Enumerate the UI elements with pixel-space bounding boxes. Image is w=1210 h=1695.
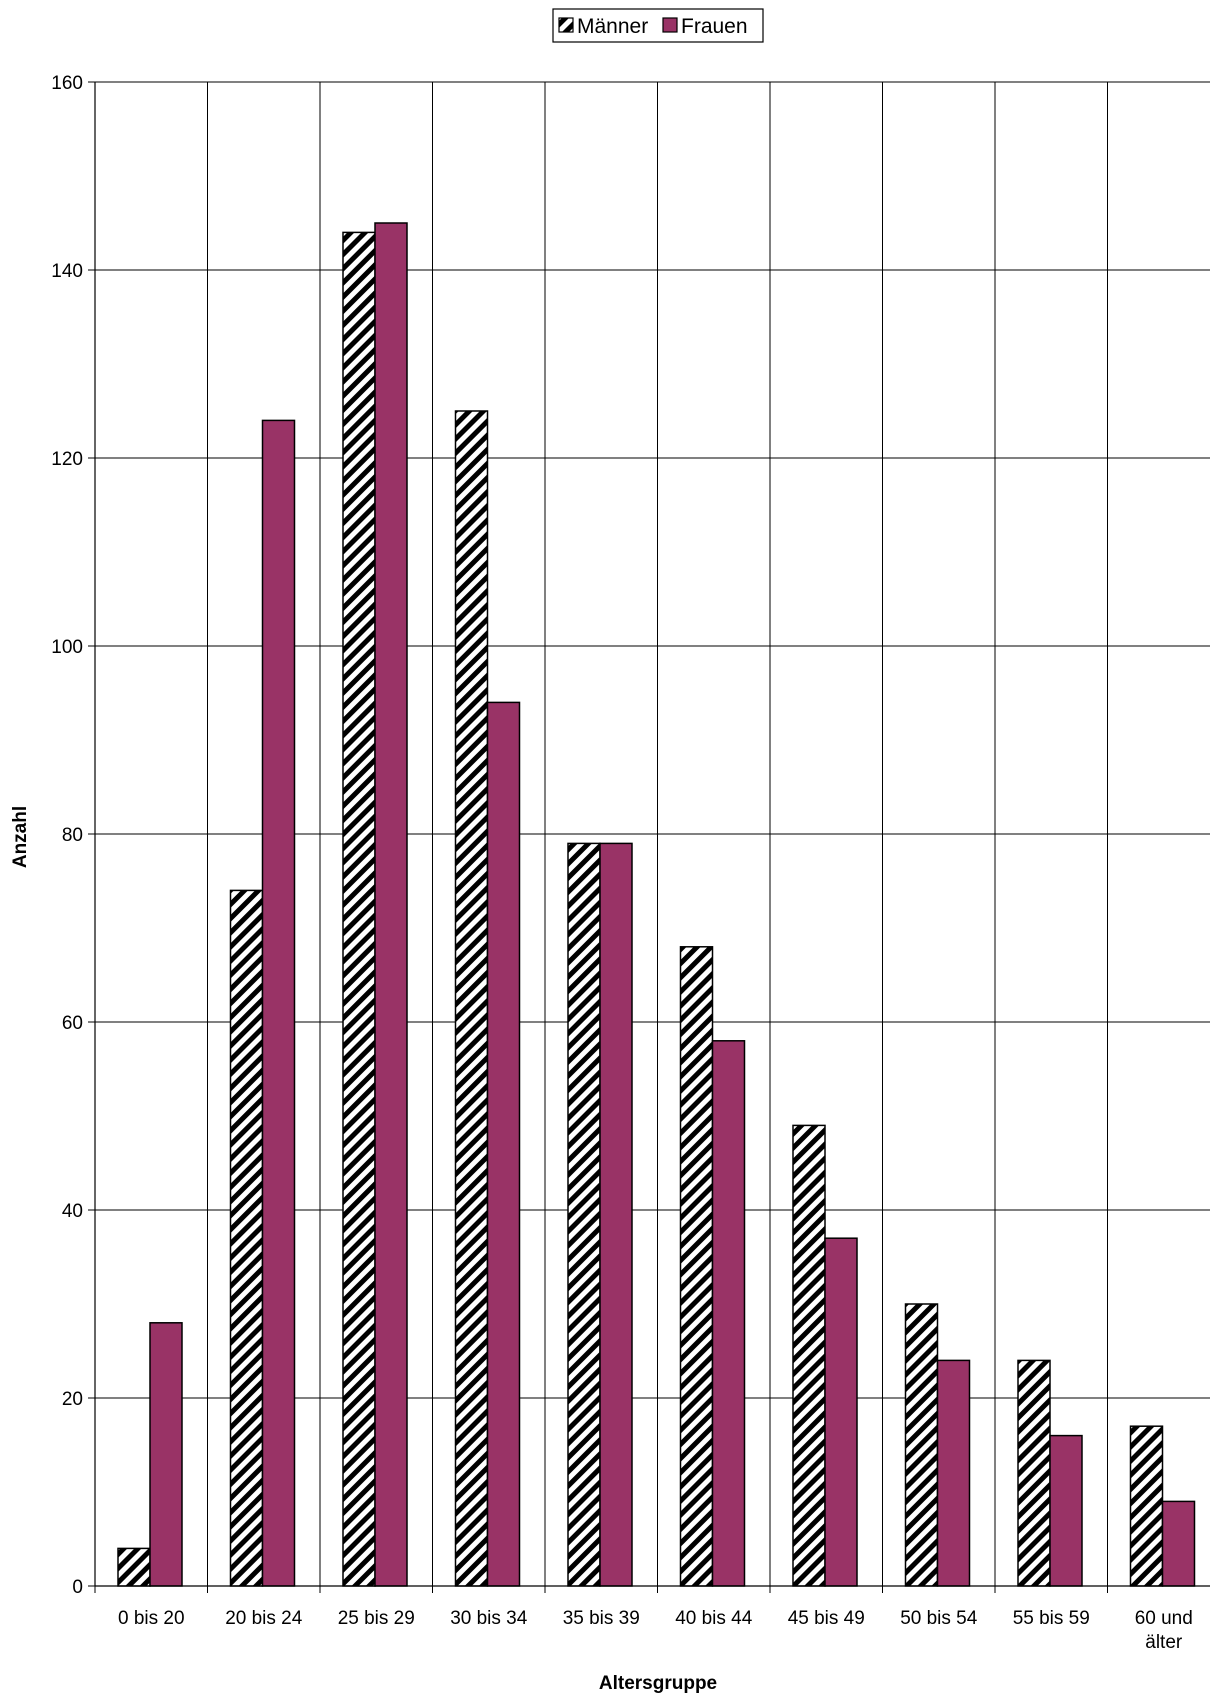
x-tick-label: 20 bis 24 (225, 1608, 303, 1629)
bar-frauen (936, 1359, 971, 1587)
y-tick-label: 40 (62, 1201, 83, 1222)
bar-frauen (261, 419, 296, 1587)
y-tick-label: 20 (62, 1389, 83, 1410)
legend-swatch-frauen (662, 17, 678, 33)
x-tick-label: 0 bis 20 (118, 1608, 185, 1629)
x-tick-label: 60 und älter (1135, 1608, 1193, 1653)
bar-maenner (454, 410, 489, 1587)
bar-frauen (599, 842, 633, 1587)
y-tick-label: 60 (62, 1013, 83, 1034)
bar-maenner (342, 231, 376, 1587)
legend-swatch-maenner (558, 17, 574, 33)
legend-label-frauen: Frauen (681, 15, 748, 38)
x-tick-label-line: 25 bis 29 (338, 1608, 415, 1629)
y-tick-label: 120 (51, 449, 83, 470)
x-tick-label: 35 bis 39 (563, 1608, 640, 1629)
x-tick-label: 40 bis 44 (675, 1608, 753, 1629)
bar-maenner (904, 1303, 939, 1587)
bar-maenner (792, 1124, 826, 1587)
bar-maenner (1129, 1425, 1164, 1587)
bar-frauen (486, 701, 521, 1587)
tick-labels: 0 20 40 60 80 100 120 140 160 0 bis 20 20 bis 24 25… (51, 73, 1193, 1653)
bar-frauen (711, 1040, 746, 1587)
bar-maenner (679, 946, 714, 1587)
legend-box (552, 8, 764, 43)
x-tick-label-line: älter (1145, 1632, 1183, 1653)
x-tick-label-line: 35 bis 39 (563, 1608, 640, 1629)
bar-maenner (1017, 1359, 1051, 1587)
y-tick-label: 140 (51, 261, 83, 282)
x-tick-label: 50 bis 54 (900, 1608, 978, 1629)
x-tick-label: 45 bis 49 (788, 1608, 865, 1629)
y-axis-title: Anzahl (10, 806, 31, 868)
x-tick-label-line: 60 und (1135, 1608, 1193, 1629)
x-tick-label-line: 30 bis 34 (450, 1608, 528, 1629)
axes (88, 81, 1210, 1593)
legend: Männer Frauen (552, 8, 764, 43)
y-tick-label: 80 (62, 825, 83, 846)
x-tick-label: 55 bis 59 (1013, 1608, 1090, 1629)
y-tick-label: 160 (51, 73, 83, 94)
y-tick-label: 100 (51, 637, 83, 658)
x-tick-label: 25 bis 29 (338, 1608, 415, 1629)
y-tick-label: 0 (72, 1577, 83, 1598)
x-tick-label-line: 50 bis 54 (900, 1608, 978, 1629)
x-axis-title: Altersgruppe (599, 1673, 717, 1694)
x-tick-label-line: 45 bis 49 (788, 1608, 865, 1629)
bar-frauen (149, 1322, 183, 1587)
bar-frauen (824, 1237, 858, 1587)
bar-maenner (117, 1547, 151, 1587)
bars (117, 222, 1196, 1587)
x-tick-label-line: 0 bis 20 (118, 1608, 185, 1629)
x-tick-label-line: 40 bis 44 (675, 1608, 753, 1629)
x-tick-label-line: 20 bis 24 (225, 1608, 303, 1629)
bar-frauen (1049, 1434, 1083, 1587)
legend-label-maenner: Männer (577, 15, 648, 38)
x-tick-label-line: 55 bis 59 (1013, 1608, 1090, 1629)
bar-frauen (374, 222, 408, 1587)
bar-maenner (567, 842, 601, 1587)
bar-maenner (229, 889, 264, 1587)
x-tick-label: 30 bis 34 (450, 1608, 528, 1629)
bar-frauen (1161, 1500, 1196, 1587)
